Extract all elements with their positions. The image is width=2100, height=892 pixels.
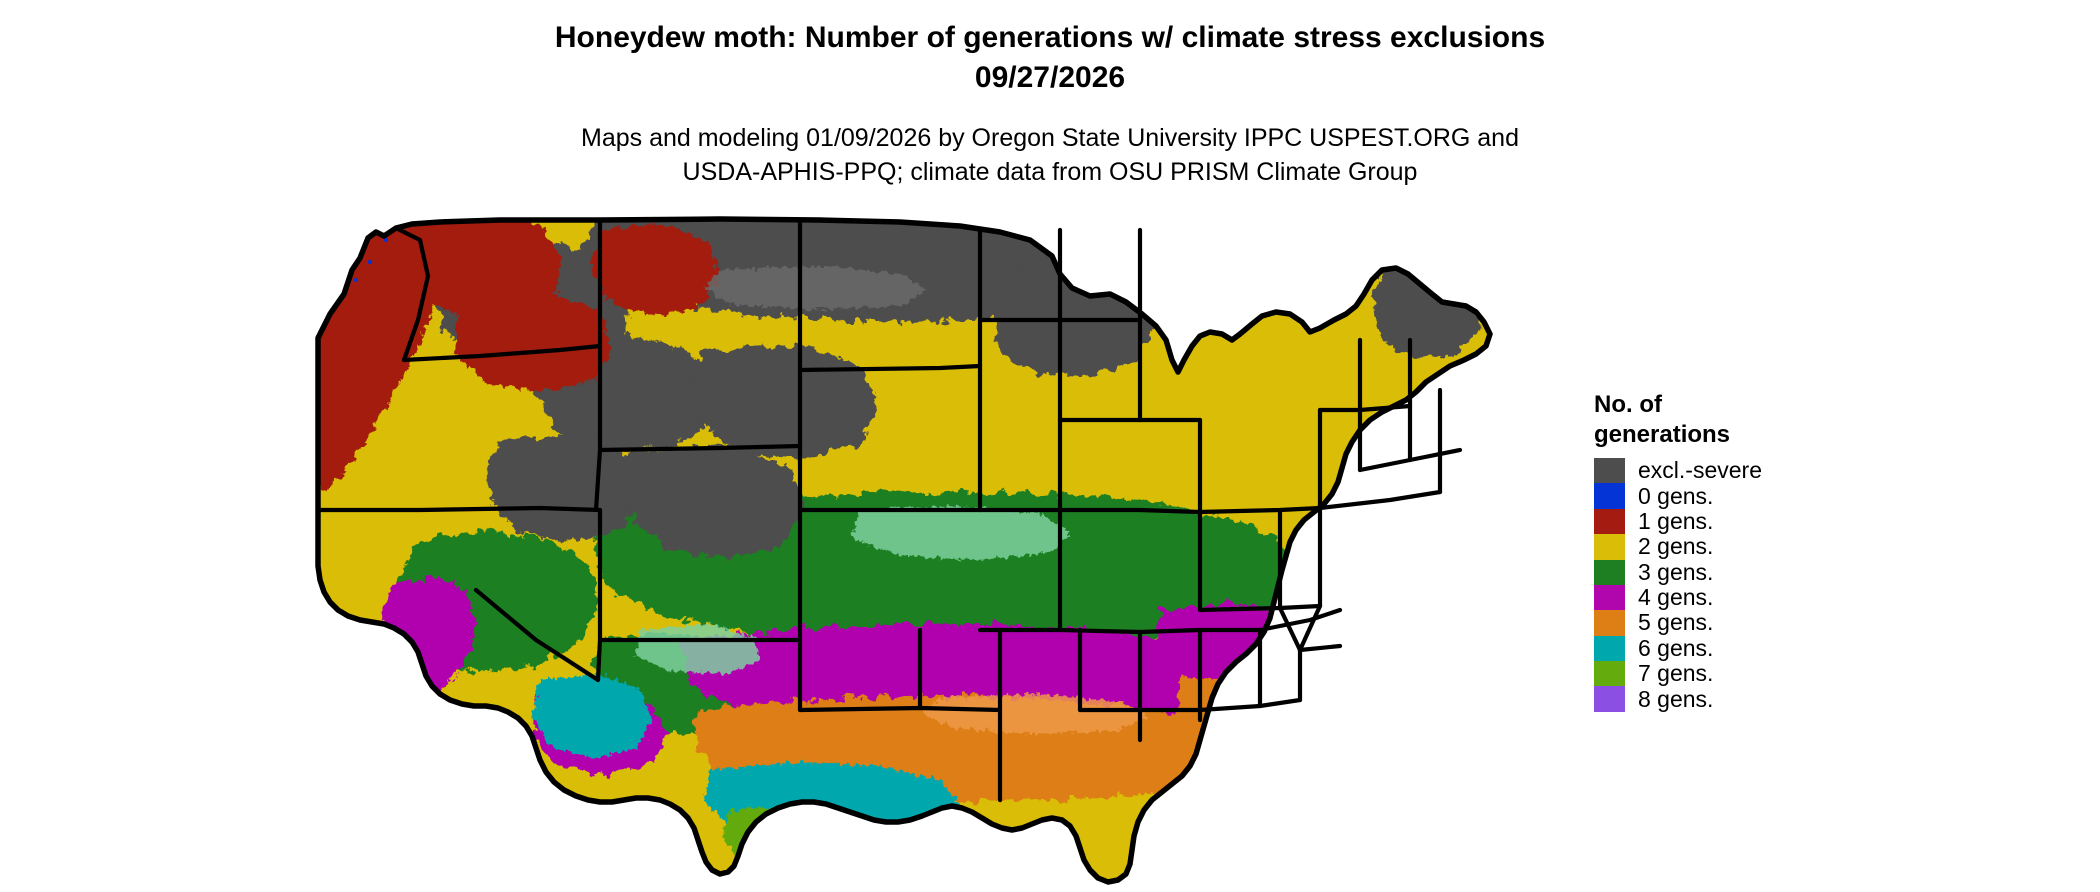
legend-title: No. of generations [1594, 390, 1744, 451]
legend-label: 0 gens. [1638, 482, 1714, 509]
state-borders [315, 217, 1463, 803]
legend-label: 3 gens. [1638, 558, 1714, 585]
legend-label: 8 gens. [1638, 685, 1714, 712]
legend-label: 6 gens. [1638, 634, 1714, 661]
figure-title: Honeydew moth: Number of generations w/ … [0, 18, 2100, 98]
legend-swatch [1594, 534, 1625, 560]
map-svg [300, 210, 1600, 890]
legend-label: 5 gens. [1638, 609, 1714, 636]
legend-row: 8 gens. [1594, 685, 1894, 712]
legend-swatch [1594, 635, 1625, 662]
legend-label: excl.-severe [1638, 457, 1762, 484]
legend-swatch [1594, 661, 1625, 687]
title-line-1: Honeydew moth: Number of generations w/ … [554, 21, 1546, 54]
legend-title-line-1: No. of [1594, 391, 1662, 418]
legend-swatch [1594, 610, 1625, 636]
legend-row: 7 gens. [1594, 660, 1894, 687]
legend-row: 0 gens. [1594, 482, 1894, 509]
title-line-2: 09/27/2026 [974, 60, 1126, 94]
subtitle-line-2: USDA-APHIS-PPQ; climate data from OSU PR… [682, 157, 1418, 186]
legend-row: 6 gens. [1594, 634, 1894, 662]
legend-label: 2 gens. [1638, 533, 1714, 560]
legend-label: 1 gens. [1638, 507, 1714, 534]
legend-item-list: excl.-severe 0 gens. 1 gens. 2 gens. 3 gens.… [1594, 457, 1894, 712]
legend-swatch [1594, 508, 1625, 535]
legend-row: 3 gens. [1594, 558, 1894, 585]
legend-row: 2 gens. [1594, 533, 1894, 560]
legend-swatch [1594, 483, 1625, 509]
legend-row: 1 gens. [1594, 507, 1894, 535]
map-legend: No. of generations excl.-severe 0 gens. 1 … [1594, 390, 1894, 712]
us-choropleth-map [300, 210, 1600, 890]
legend-title-line-2: generations [1594, 421, 1731, 449]
legend-row: 4 gens. [1594, 584, 1894, 611]
national-outline [315, 216, 1493, 885]
legend-row: excl.-severe [1594, 457, 1894, 484]
figure-subtitle: Maps and modeling 01/09/2026 by Oregon S… [0, 122, 2100, 189]
legend-swatch [1594, 686, 1625, 712]
layer-texture-highlights [636, 266, 1148, 734]
subtitle-line-1: Maps and modeling 01/09/2026 by Oregon S… [581, 124, 1519, 152]
legend-label: 4 gens. [1638, 584, 1714, 611]
legend-swatch [1594, 559, 1625, 585]
legend-swatch [1594, 584, 1625, 611]
legend-swatch [1594, 457, 1625, 484]
legend-label: 7 gens. [1638, 660, 1714, 687]
legend-row: 5 gens. [1594, 609, 1894, 636]
